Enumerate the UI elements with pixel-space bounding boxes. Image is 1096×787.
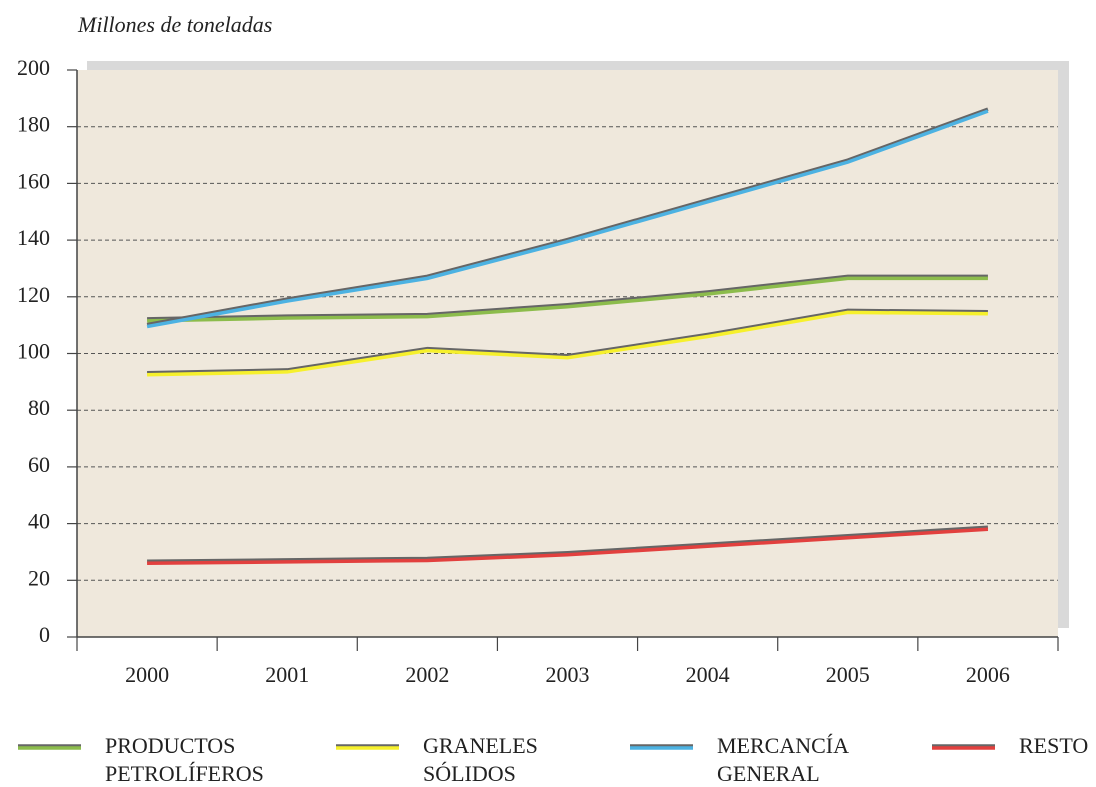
y-tick-label: 100 <box>17 339 50 364</box>
legend-label: GRANELES SÓLIDOS <box>423 733 538 786</box>
y-tick-label: 180 <box>17 112 50 137</box>
x-tick-label: 2004 <box>686 662 730 687</box>
y-tick-label: 20 <box>28 565 50 590</box>
x-tick-label: 2002 <box>405 662 449 687</box>
x-tick-label: 2003 <box>546 662 590 687</box>
y-tick-label: 0 <box>39 622 50 647</box>
y-tick-label: 200 <box>17 55 50 80</box>
legend-label: PRODUCTOS PETROLÍFEROS <box>105 733 264 786</box>
y-tick-label: 120 <box>17 282 50 307</box>
legend-label: RESTO <box>1019 733 1088 758</box>
legend-label: MERCANCÍA GENERAL <box>717 733 849 786</box>
line-shadow <box>146 107 989 327</box>
y-axis-label: Millones de toneladas <box>77 12 272 37</box>
y-tick-label: 160 <box>17 168 50 193</box>
series-line <box>147 276 988 323</box>
series-line <box>146 109 989 329</box>
series-line <box>147 527 989 566</box>
x-tick-label: 2001 <box>265 662 309 687</box>
series-line <box>147 310 988 377</box>
y-tick-label: 40 <box>28 509 50 534</box>
y-tick-label: 60 <box>28 452 50 477</box>
line-shadow <box>147 274 988 321</box>
x-tick-label: 2006 <box>966 662 1010 687</box>
y-tick-label: 140 <box>17 225 50 250</box>
x-tick-label: 2005 <box>826 662 870 687</box>
line-shadow <box>147 308 988 375</box>
y-tick-label: 80 <box>28 395 50 420</box>
line-shadow <box>147 525 989 564</box>
x-tick-label: 2000 <box>125 662 169 687</box>
